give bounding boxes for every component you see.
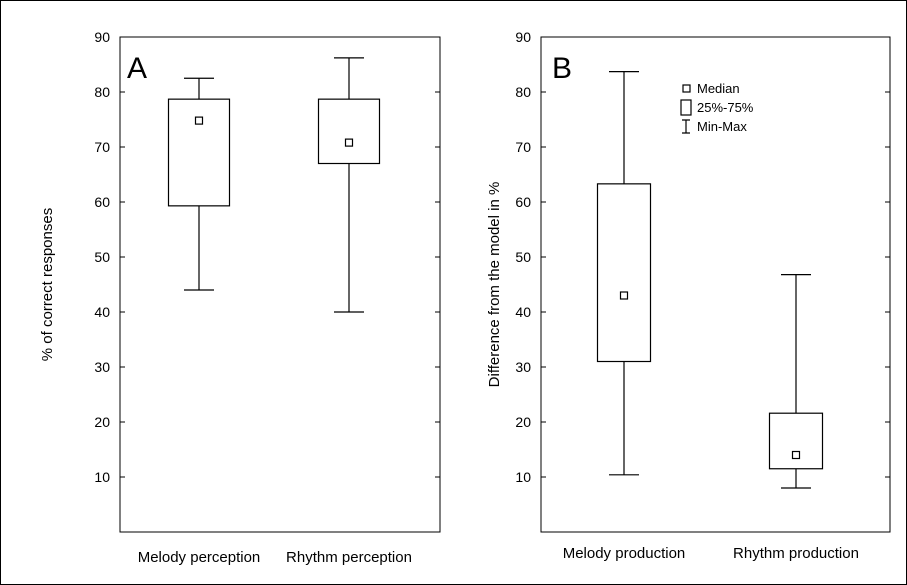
y-tick-label: 60 xyxy=(94,194,110,210)
iqr-box xyxy=(167,98,231,207)
iqr-box xyxy=(768,412,824,470)
box-melody-perception xyxy=(167,77,231,291)
legend-median-icon xyxy=(682,84,691,93)
y-tick-label: 50 xyxy=(94,249,110,265)
y-tick-label: 70 xyxy=(94,139,110,155)
legend-box-icon xyxy=(680,99,692,116)
panel-a-y-axis-label: % of correct responses xyxy=(39,208,56,361)
box-melody-production xyxy=(596,71,652,476)
y-tick-label: 20 xyxy=(94,414,110,430)
median-marker xyxy=(791,450,801,460)
panel-a-y-ticks: 10 20 30 40 50 60 70 80 90 xyxy=(94,29,440,485)
category-label: Melody perception xyxy=(138,549,261,566)
y-tick-label: 10 xyxy=(94,469,110,485)
panel-b-category-labels: Melody production Rhythm production xyxy=(563,545,859,562)
legend-median-label: Median xyxy=(697,81,740,96)
category-label: Melody production xyxy=(563,545,686,562)
y-tick-label: 20 xyxy=(515,414,531,430)
panel-b-label: B xyxy=(552,52,572,85)
panel-b-boxes xyxy=(596,71,824,489)
panel-a-plot-area xyxy=(119,36,441,533)
iqr-box xyxy=(596,183,652,363)
panel-a: A % of correct responses 10 20 30 40 50 60 70 8… xyxy=(39,29,441,566)
y-tick-label: 80 xyxy=(94,84,110,100)
y-tick-label: 30 xyxy=(515,359,531,375)
y-tick-label: 50 xyxy=(515,249,531,265)
legend-whisker-icon xyxy=(682,119,690,134)
panel-a-category-labels: Melody perception Rhythm perception xyxy=(138,549,412,566)
legend-box-label: 25%-75% xyxy=(697,100,754,115)
legend: Median 25%-75% Min-Max xyxy=(680,81,754,134)
panel-a-label: A xyxy=(127,52,147,85)
y-tick-label: 80 xyxy=(515,84,531,100)
y-tick-label: 60 xyxy=(515,194,531,210)
legend-whisker-label: Min-Max xyxy=(697,119,747,134)
box-rhythm-production xyxy=(768,274,824,489)
median-marker xyxy=(619,291,629,300)
y-tick-label: 10 xyxy=(515,469,531,485)
y-tick-label: 40 xyxy=(515,304,531,320)
panel-b: B Difference from the model in % 10 20 30 4… xyxy=(486,29,891,562)
category-label: Rhythm production xyxy=(733,545,859,562)
category-label: Rhythm perception xyxy=(286,549,412,566)
y-tick-label: 70 xyxy=(515,139,531,155)
panel-b-y-ticks: 10 20 30 40 50 60 70 80 90 xyxy=(515,29,890,485)
median-marker xyxy=(344,138,354,147)
y-tick-label: 90 xyxy=(515,29,531,45)
y-tick-label: 30 xyxy=(94,359,110,375)
iqr-box xyxy=(317,98,381,165)
box-rhythm-perception xyxy=(317,57,381,313)
panel-a-boxes xyxy=(167,57,381,313)
y-tick-label: 90 xyxy=(94,29,110,45)
panel-b-plot-area xyxy=(540,36,891,533)
median-marker xyxy=(194,116,204,125)
y-tick-label: 40 xyxy=(94,304,110,320)
panel-b-y-axis-label: Difference from the model in % xyxy=(486,182,503,388)
